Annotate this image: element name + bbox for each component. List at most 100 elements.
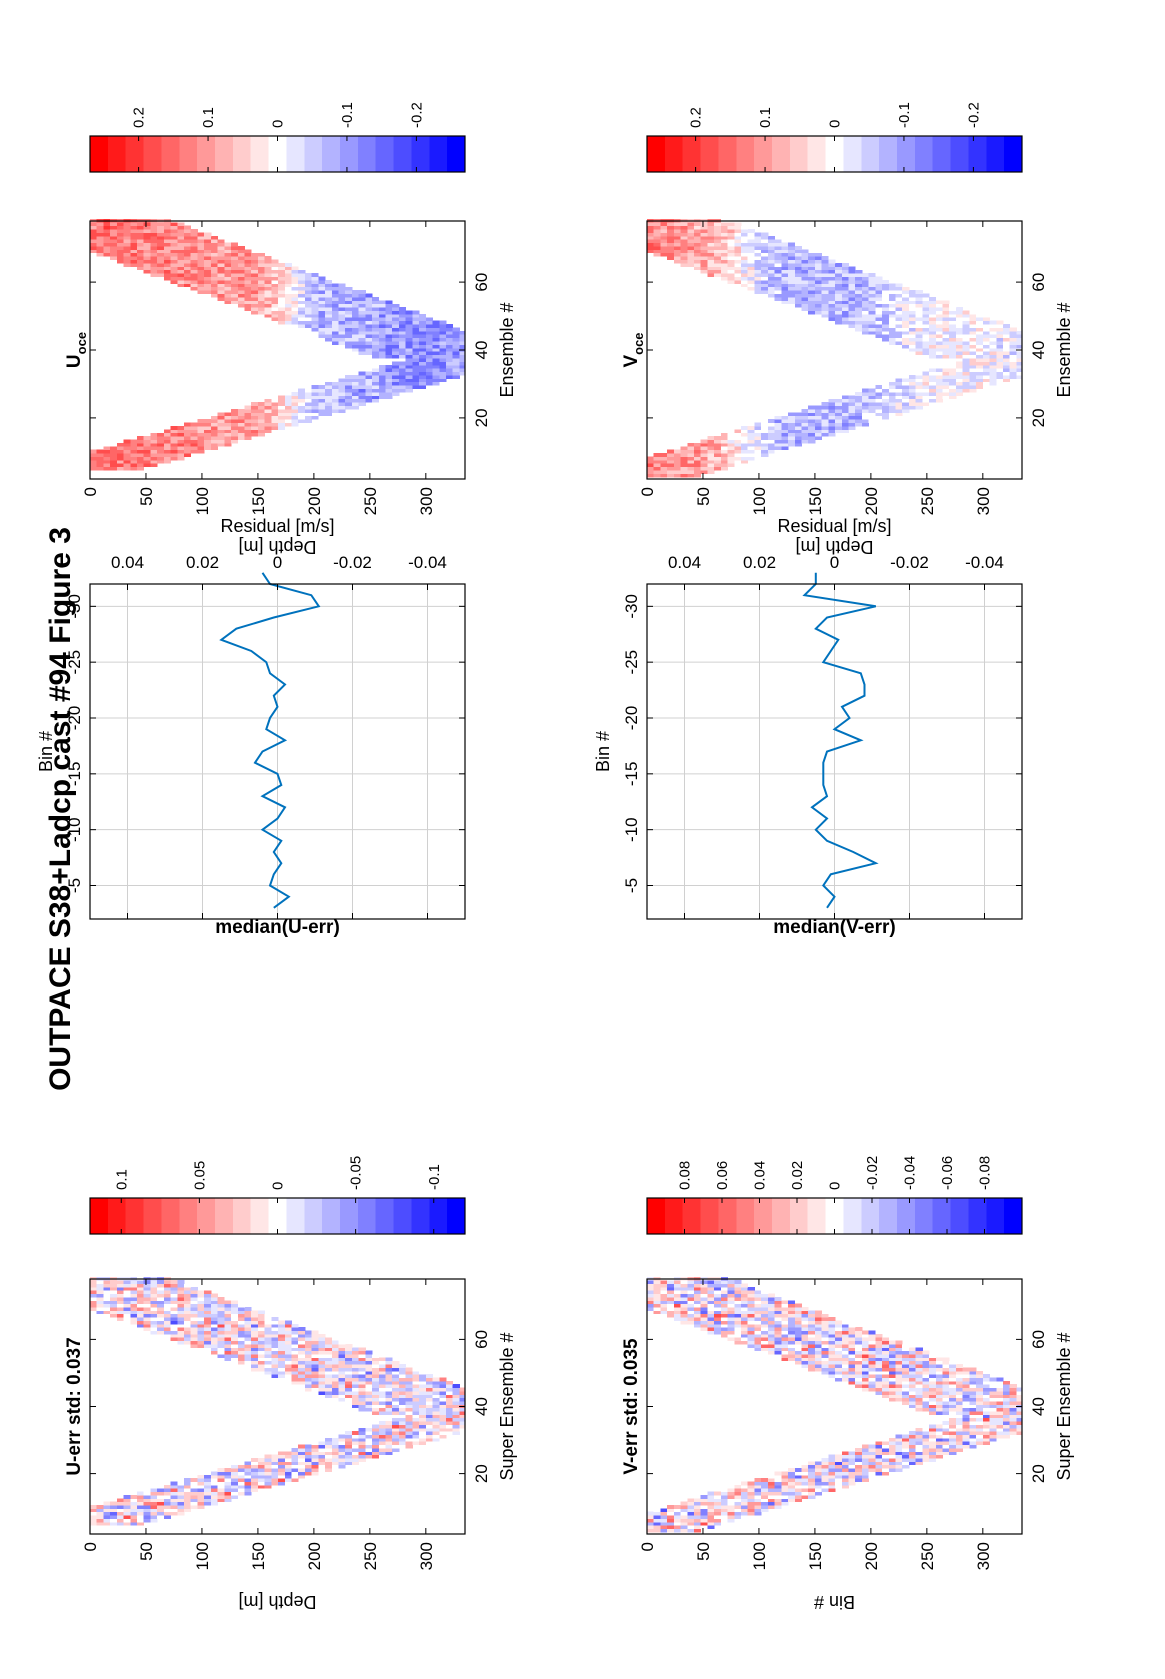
heatmap-cell (694, 1528, 702, 1533)
heatmap-cell (291, 415, 299, 420)
heatmap-cell (365, 1454, 373, 1459)
heatmap-cell (110, 1501, 118, 1506)
heatmap-cell (680, 1521, 688, 1526)
heatmap-cell (338, 1350, 346, 1355)
heatmap-cell (392, 324, 400, 328)
heatmap-cell (861, 1343, 870, 1348)
heatmap-cell (700, 1323, 708, 1328)
heatmap-cell (257, 1468, 265, 1472)
heatmap-cell (325, 303, 333, 308)
heatmap-cell (647, 1521, 655, 1526)
heatmap-cell (304, 405, 312, 410)
heatmap-cell (338, 310, 346, 315)
heatmap-cell (814, 1317, 823, 1321)
heatmap-cell (727, 1330, 735, 1335)
heatmap-cell (231, 263, 239, 267)
heatmap-cell (170, 252, 178, 257)
heatmap-cell (902, 1347, 910, 1352)
heatmap-cell (184, 439, 192, 444)
heatmap-cell (942, 1451, 950, 1456)
heatmap-cell (338, 388, 346, 393)
chart-title: median(V-err) (773, 917, 895, 938)
heatmap-cell (217, 256, 225, 260)
heatmap-cell (338, 1343, 346, 1348)
heatmap-cell (694, 1323, 702, 1328)
heatmap-cell (707, 1313, 715, 1318)
heatmap-cell (419, 1397, 427, 1402)
heatmap-cell (969, 1431, 977, 1435)
heatmap-cell (177, 1307, 185, 1311)
heatmap-cell (707, 446, 715, 451)
heatmap-cell (184, 269, 192, 274)
heatmap-cell (264, 303, 272, 308)
heatmap-cell (875, 1353, 883, 1358)
heatmap-cell (338, 303, 346, 308)
heatmap-cell (237, 409, 245, 413)
heatmap-cell (177, 449, 185, 454)
heatmap-cell (720, 1505, 729, 1509)
heatmap-cell (767, 1488, 776, 1493)
heatmap-cell (734, 456, 742, 461)
heatmap-cell (949, 1364, 957, 1368)
heatmap-cell (962, 1411, 970, 1415)
heatmap-cell (392, 375, 400, 379)
heatmap-cell (137, 252, 145, 257)
heatmap-cell (264, 1330, 272, 1335)
heatmap-cell (996, 1421, 1004, 1425)
heatmap-cell (318, 1350, 326, 1355)
heatmap-cell (385, 1390, 393, 1395)
heatmap-cell (405, 361, 413, 366)
heatmap-cell (761, 1508, 769, 1513)
heatmap-cell (821, 1458, 829, 1462)
heatmap-cell (351, 347, 359, 352)
heatmap-cell (1009, 1427, 1017, 1432)
heatmap-cell (103, 1307, 111, 1311)
heatmap-cell (157, 1505, 165, 1509)
heatmap-cell (761, 1505, 769, 1509)
heatmap-cell (767, 1481, 776, 1486)
heatmap-cell (700, 1498, 708, 1503)
heatmap-cell (855, 409, 863, 413)
heatmap-cell (217, 1491, 225, 1496)
heatmap-cell (392, 1400, 400, 1405)
heatmap-cell (130, 1283, 138, 1288)
heatmap-cell (311, 1448, 319, 1452)
heatmap-cell (895, 1441, 903, 1446)
heatmap-cell (130, 1280, 138, 1284)
heatmap-cell (278, 269, 286, 274)
heatmap-cell (217, 1323, 225, 1328)
heatmap-cell (734, 1340, 742, 1345)
heatmap-cell (412, 351, 420, 356)
heatmap-cell (318, 313, 326, 318)
heatmap-cell (217, 422, 225, 427)
heatmap-cell (331, 1357, 339, 1362)
colorbar-swatch (340, 1198, 359, 1234)
heatmap-cell (835, 1364, 843, 1368)
heatmap-cell (855, 422, 863, 427)
heatmap-cell (902, 1400, 910, 1405)
heatmap-cell (210, 1474, 218, 1479)
heatmap-cell (224, 432, 232, 437)
heatmap-cell (130, 1521, 138, 1526)
heatmap-cell (311, 1370, 319, 1375)
heatmap-cell (432, 320, 440, 325)
heatmap-cell (1009, 1387, 1017, 1392)
heatmap-cell (399, 1424, 407, 1429)
heatmap-cell (157, 456, 165, 461)
heatmap-cell (734, 1491, 742, 1496)
heatmap-cell (915, 402, 923, 406)
heatmap-cell (190, 259, 198, 264)
heatmap-cell (372, 1444, 380, 1449)
heatmap-cell (412, 371, 420, 376)
heatmap-cell (399, 1374, 407, 1378)
heatmap-cell (345, 341, 353, 345)
heatmap-cell (170, 1300, 178, 1305)
heatmap-cell (814, 1350, 823, 1355)
heatmap-cell (935, 1357, 943, 1362)
heatmap-cell (841, 1464, 849, 1469)
heatmap-cell (365, 1357, 373, 1362)
heatmap-cell (163, 1296, 171, 1301)
heatmap-cell (942, 1397, 950, 1402)
heatmap-cell (224, 280, 232, 284)
heatmap-cell (895, 412, 903, 417)
